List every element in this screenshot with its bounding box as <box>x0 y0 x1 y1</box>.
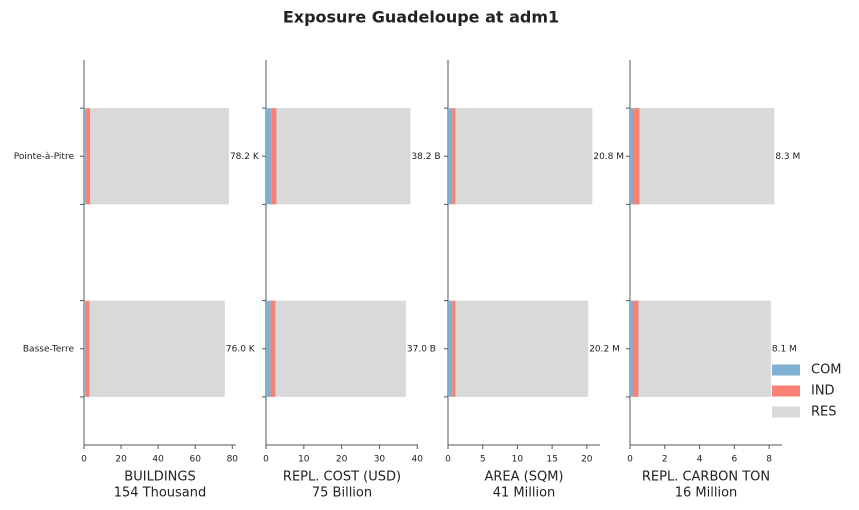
bar-segment <box>90 108 229 205</box>
bar-segment <box>84 108 87 205</box>
x-tick-label: 40 <box>412 455 424 465</box>
bar-segment <box>639 108 775 205</box>
bar-segment <box>270 300 276 397</box>
legend-label: RES <box>811 405 837 420</box>
bar-segment <box>448 300 453 397</box>
bar-segment <box>86 108 91 205</box>
bar-segment <box>452 300 456 397</box>
x-tick-label: 5 <box>480 455 486 465</box>
bar-segment <box>452 108 456 205</box>
x-tick-label: 0 <box>627 455 633 465</box>
bar-segment <box>638 300 771 397</box>
x-tick-label: 0 <box>81 455 87 465</box>
x-tick-label: 20 <box>336 455 348 465</box>
x-axis-label: REPL. COST (USD) <box>283 470 401 485</box>
x-axis-subtitle: 16 Million <box>675 486 738 501</box>
chart-title: Exposure Guadeloupe at adm1 <box>283 8 559 27</box>
bar-segment <box>89 300 225 397</box>
legend-label: IND <box>811 384 835 399</box>
x-axis-subtitle: 75 Billion <box>312 486 372 501</box>
x-tick-label: 15 <box>546 455 557 465</box>
total-label: 78.2 K <box>230 152 260 162</box>
bar-segment <box>633 300 639 397</box>
bar-segment <box>276 108 411 205</box>
x-axis-subtitle: 154 Thousand <box>114 486 207 501</box>
x-axis-label: AREA (SQM) <box>484 470 563 485</box>
total-label: 8.3 M <box>775 152 800 162</box>
x-tick-label: 0 <box>263 455 269 465</box>
legend-swatch <box>772 364 800 376</box>
total-label: 76.0 K <box>226 344 256 354</box>
bar-segment <box>448 108 453 205</box>
x-tick-label: 0 <box>445 455 451 465</box>
x-tick-label: 60 <box>189 455 201 465</box>
x-axis-subtitle: 41 Million <box>493 486 556 501</box>
bar-segment <box>630 108 634 205</box>
bar-segment <box>455 108 593 205</box>
x-tick-label: 10 <box>512 455 524 465</box>
bar-segment <box>266 108 272 205</box>
x-tick-label: 40 <box>152 455 164 465</box>
bar-segment <box>455 300 589 397</box>
bar-segment <box>84 300 86 397</box>
x-tick-label: 4 <box>697 455 703 465</box>
total-label: 38.2 B <box>411 152 440 162</box>
bar-segment <box>266 300 271 397</box>
x-tick-label: 10 <box>298 455 310 465</box>
x-tick-label: 20 <box>581 455 593 465</box>
x-tick-label: 6 <box>731 455 737 465</box>
total-label: 20.8 M <box>593 152 624 162</box>
legend-swatch <box>772 385 800 397</box>
legend-label: COM <box>811 363 842 378</box>
x-axis-label: BUILDINGS <box>124 470 195 485</box>
bar-segment <box>85 300 90 397</box>
y-tick-label: Pointe-à-Pitre <box>14 152 75 162</box>
bar-segment <box>633 108 640 205</box>
x-tick-label: 30 <box>374 455 386 465</box>
total-label: 8.1 M <box>772 344 797 354</box>
bar-segment <box>275 300 406 397</box>
legend-swatch <box>772 406 800 418</box>
x-tick-label: 80 <box>227 455 239 465</box>
bar-segment <box>630 300 634 397</box>
bar-segment <box>271 108 277 205</box>
y-tick-label: Basse-Terre <box>23 344 75 354</box>
x-tick-label: 8 <box>766 455 772 465</box>
x-tick-label: 20 <box>115 455 127 465</box>
x-tick-label: 2 <box>662 455 668 465</box>
x-axis-label: REPL. CARBON TON <box>642 470 770 485</box>
total-label: 20.2 M <box>589 344 620 354</box>
total-label: 37.0 B <box>407 344 436 354</box>
